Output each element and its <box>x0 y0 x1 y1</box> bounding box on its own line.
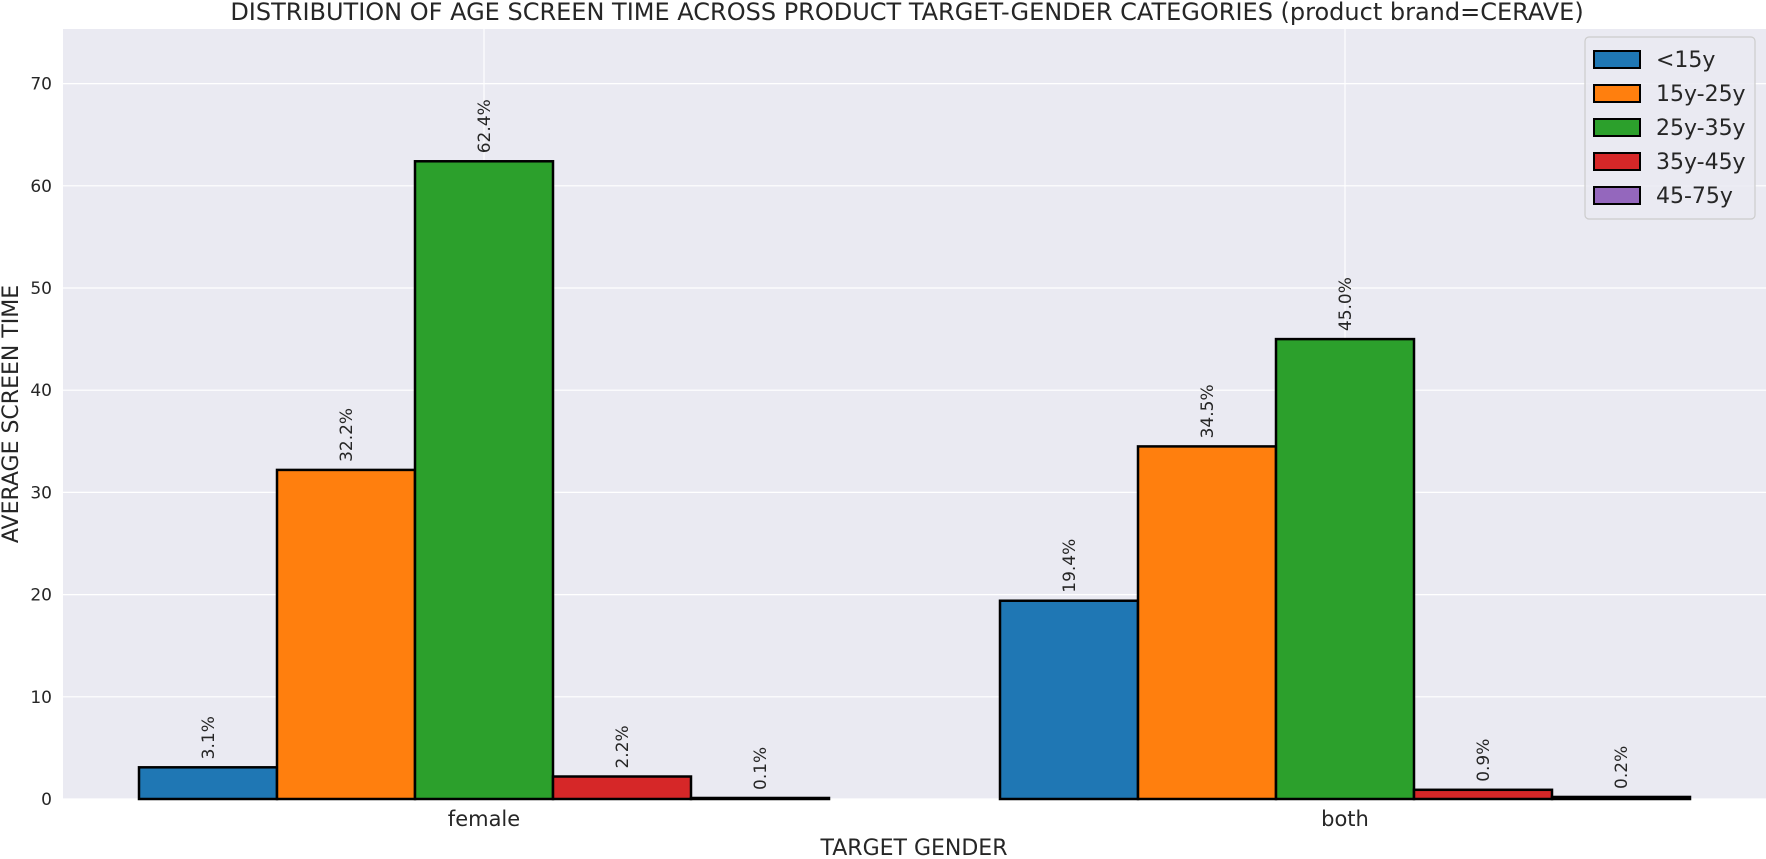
legend-label-3: 35y-45y <box>1656 150 1746 175</box>
y-tick-label: 60 <box>30 177 52 197</box>
x-tick-label-both: both <box>1321 807 1369 831</box>
bar-female-1 <box>275 468 417 801</box>
y-tick-label: 30 <box>30 483 52 503</box>
y-tick-label: 10 <box>30 688 52 708</box>
legend-swatch-1 <box>1593 84 1641 103</box>
data-label: 0.9% <box>1474 739 1494 782</box>
x-tick-label-female: female <box>448 807 520 831</box>
x-axis-ticks: female both <box>448 807 1369 831</box>
data-label: 62.4% <box>475 99 495 153</box>
bar-female-2 <box>413 160 555 801</box>
data-label: 3.1% <box>199 716 219 759</box>
y-tick-label: 20 <box>30 586 52 606</box>
data-label: 2.2% <box>613 725 633 768</box>
bar-both-3 <box>1412 788 1554 801</box>
data-label: 45.0% <box>1336 277 1356 331</box>
bar-both-2 <box>1274 337 1416 801</box>
y-tick-label: 50 <box>30 279 52 299</box>
bar-both-4 <box>1550 795 1692 801</box>
data-label: 0.2% <box>1612 746 1632 789</box>
legend-box <box>1584 36 1756 220</box>
x-axis-title: TARGET GENDER <box>820 836 1008 859</box>
data-label: 19.4% <box>1060 539 1080 593</box>
legend-label-4: 45-75y <box>1656 184 1733 209</box>
legend-swatch-2 <box>1593 118 1641 137</box>
legend-swatch-0 <box>1593 50 1641 69</box>
bar-both-1 <box>1136 445 1278 801</box>
data-labels-group: 3.1% 19.4% 32.2% 34.5% 62.4% 45.0% 2.2% 0.9% 0.1… <box>199 99 1632 790</box>
bar-both-0 <box>998 599 1140 801</box>
y-tick-label: 0 <box>41 790 52 810</box>
legend: <15y 15y-25y 25y-35y 35y-45y 45-75y <box>1584 36 1756 220</box>
data-label: 0.1% <box>751 747 771 790</box>
legend-swatch-3 <box>1593 152 1641 171</box>
bar-female-4 <box>689 796 831 801</box>
data-label: 32.2% <box>337 408 357 462</box>
legend-label-0: <15y <box>1656 48 1715 73</box>
legend-swatch-4 <box>1593 186 1641 205</box>
bar-female-3 <box>551 775 693 801</box>
bar-female-0 <box>137 766 279 801</box>
y-tick-label: 40 <box>30 381 52 401</box>
legend-label-1: 15y-25y <box>1656 82 1746 107</box>
bars-group <box>137 160 1692 801</box>
y-tick-label: 70 <box>30 75 52 95</box>
legend-label-2: 25y-35y <box>1656 116 1746 141</box>
y-axis-ticks: 0 10 20 30 40 50 60 70 <box>30 75 52 810</box>
chart-title: DISTRIBUTION OF AGE SCREEN TIME ACROSS P… <box>230 0 1583 26</box>
data-label: 34.5% <box>1198 384 1218 438</box>
y-axis-title: AVERAGE SCREEN TIME <box>0 285 24 543</box>
